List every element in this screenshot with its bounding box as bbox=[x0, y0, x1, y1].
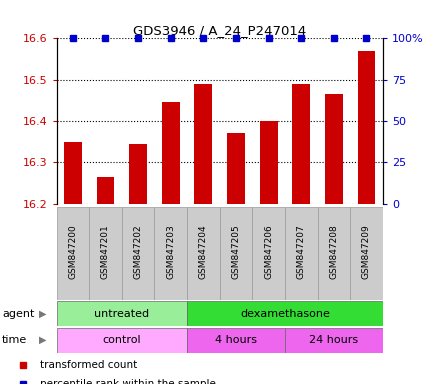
Bar bbox=[259, 121, 277, 204]
Text: transformed count: transformed count bbox=[40, 360, 137, 370]
Text: dexamethasone: dexamethasone bbox=[240, 309, 329, 319]
Bar bbox=[154, 207, 187, 300]
Bar bbox=[56, 328, 187, 353]
Bar bbox=[324, 94, 342, 204]
Bar bbox=[252, 207, 284, 300]
Bar bbox=[122, 207, 154, 300]
Text: GSM847200: GSM847200 bbox=[68, 224, 77, 279]
Text: 4 hours: 4 hours bbox=[214, 335, 256, 345]
Bar bbox=[219, 207, 252, 300]
Text: GSM847208: GSM847208 bbox=[329, 224, 338, 279]
Text: GSM847201: GSM847201 bbox=[101, 224, 110, 279]
Bar bbox=[292, 84, 309, 204]
Text: GSM847204: GSM847204 bbox=[198, 224, 207, 279]
Bar bbox=[161, 103, 179, 204]
Text: GSM847203: GSM847203 bbox=[166, 224, 175, 279]
Bar bbox=[194, 84, 212, 204]
Bar bbox=[357, 51, 375, 204]
Bar bbox=[187, 328, 284, 353]
Bar bbox=[56, 207, 89, 300]
Text: ▶: ▶ bbox=[39, 335, 46, 345]
Bar bbox=[227, 133, 244, 204]
Text: GSM847205: GSM847205 bbox=[231, 224, 240, 279]
Text: percentile rank within the sample: percentile rank within the sample bbox=[40, 379, 216, 384]
Bar bbox=[56, 301, 187, 326]
Text: untreated: untreated bbox=[94, 309, 149, 319]
Bar bbox=[284, 328, 382, 353]
Text: control: control bbox=[102, 335, 141, 345]
Bar bbox=[64, 142, 82, 204]
Bar bbox=[129, 144, 147, 204]
Title: GDS3946 / A_24_P247014: GDS3946 / A_24_P247014 bbox=[133, 24, 306, 37]
Text: GSM847206: GSM847206 bbox=[263, 224, 273, 279]
Bar bbox=[89, 207, 122, 300]
Text: GSM847209: GSM847209 bbox=[361, 224, 370, 279]
Bar bbox=[96, 177, 114, 204]
Text: agent: agent bbox=[2, 309, 34, 319]
Bar bbox=[349, 207, 382, 300]
Bar bbox=[187, 207, 219, 300]
Text: GSM847207: GSM847207 bbox=[296, 224, 305, 279]
Text: ▶: ▶ bbox=[39, 309, 46, 319]
Text: 24 hours: 24 hours bbox=[309, 335, 358, 345]
Text: GSM847202: GSM847202 bbox=[133, 224, 142, 279]
Text: time: time bbox=[2, 335, 27, 345]
Bar bbox=[317, 207, 349, 300]
Bar bbox=[284, 207, 317, 300]
Bar bbox=[187, 301, 382, 326]
